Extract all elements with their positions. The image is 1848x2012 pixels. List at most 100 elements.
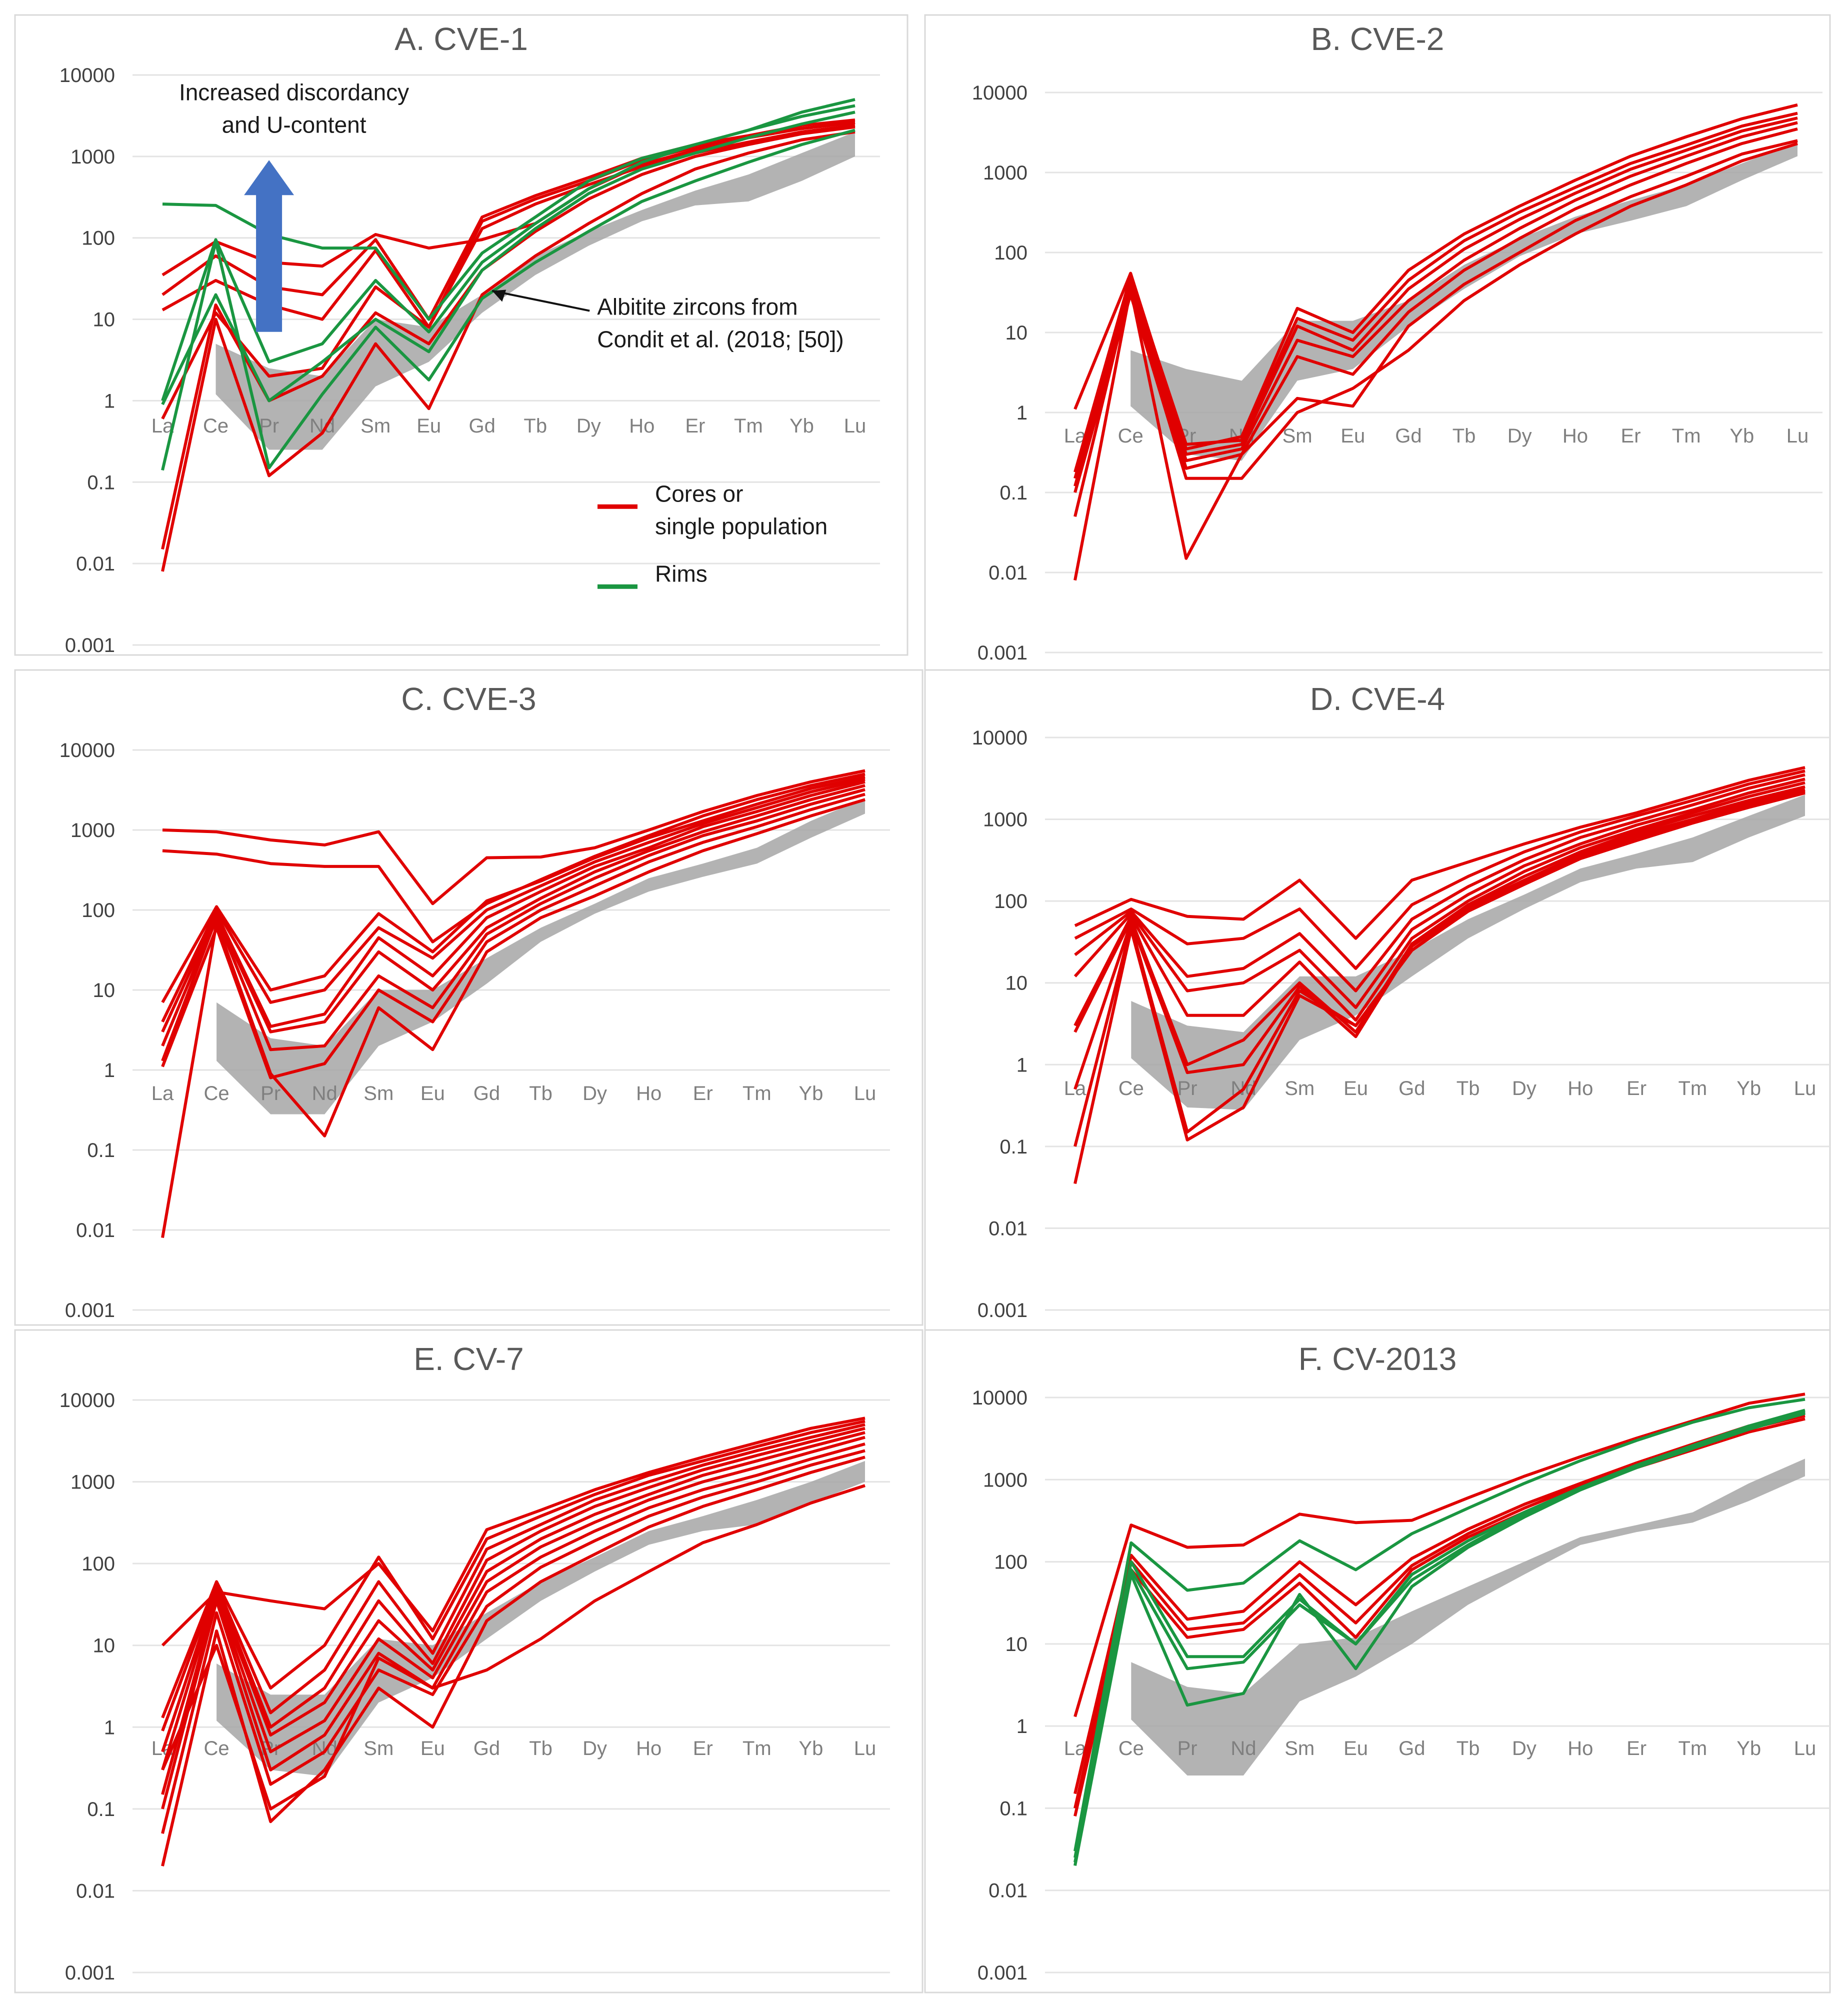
series-line-core: [162, 769, 866, 906]
x-tick-label: Gd: [474, 1082, 500, 1104]
series-line-core: [161, 1431, 866, 1770]
y-tick-label: 1: [104, 390, 115, 412]
annotation-text: Increased discordancy: [179, 79, 409, 105]
up-arrow: [244, 160, 294, 332]
y-tick-label: 0.01: [76, 1220, 115, 1242]
series-line-core: [1074, 773, 1806, 992]
y-tick-label: 10000: [972, 1387, 1028, 1409]
x-tick-label: Tb: [524, 415, 547, 437]
x-tick-label: Gd: [474, 1738, 500, 1760]
x-tick-label: Pr: [1178, 1078, 1198, 1100]
panel-frame: [14, 1329, 924, 1994]
series-line-core: [1074, 781, 1806, 1026]
y-tick-label: 0.1: [87, 472, 115, 494]
x-tick-label: Dy: [576, 415, 601, 437]
x-tick-label: Er: [1626, 1078, 1646, 1100]
x-tick-label: Er: [1621, 425, 1641, 447]
x-tick-label: Dy: [582, 1738, 607, 1760]
chart-title: A. CVE-1: [394, 21, 528, 57]
x-tick-label: Dy: [582, 1082, 607, 1104]
series-line-core: [161, 124, 856, 420]
legend-label: single population: [655, 513, 828, 539]
y-tick-label: 0.1: [1000, 1798, 1028, 1820]
x-tick-label: Lu: [1786, 425, 1809, 447]
series-line-core: [161, 1416, 866, 1646]
y-tick-label: 100: [82, 900, 115, 922]
x-tick-label: Tm: [1672, 425, 1701, 447]
series-line-rim: [161, 128, 856, 471]
x-tick-label: Eu: [1344, 1738, 1368, 1760]
y-tick-label: 0.01: [988, 562, 1028, 584]
x-tick-label: Nd: [312, 1082, 338, 1104]
series-line-core: [161, 1449, 866, 1834]
series-line-core: [1074, 112, 1798, 473]
y-tick-label: 100: [994, 890, 1028, 912]
y-tick-label: 0.1: [87, 1140, 115, 1162]
series-line-core: [161, 1420, 866, 1718]
series-line-core: [1074, 142, 1798, 493]
x-tick-label: Gd: [1398, 1078, 1425, 1100]
series-line-core: [161, 1436, 866, 1795]
y-tick-label: 0.1: [87, 1798, 115, 1820]
legend-label: Rims: [655, 560, 708, 586]
series-line-core: [1074, 788, 1806, 1090]
x-tick-label: Sm: [364, 1082, 394, 1104]
x-tick-label: Nd: [1230, 1738, 1256, 1760]
x-tick-label: Pr: [260, 1082, 280, 1104]
y-tick-label: 10000: [60, 740, 115, 762]
series-line-core: [161, 798, 866, 1238]
x-tick-label: Tm: [1678, 1738, 1708, 1760]
y-tick-label: 10: [1006, 1634, 1028, 1656]
chart-panel-c: C. CVE-3 10000 1000 100 10 1 0.1 0.01 0.001 La Ce P…: [14, 669, 924, 1326]
x-tick-label: Tm: [742, 1082, 772, 1104]
x-tick-label: Yb: [790, 415, 814, 437]
x-tick-label: Eu: [420, 1738, 445, 1760]
y-tick-label: 0.001: [65, 1962, 115, 1984]
series-line-core: [1074, 769, 1806, 970]
x-tick-label: Tb: [529, 1738, 552, 1760]
y-tick-label: 100: [994, 242, 1028, 264]
x-tick-label: Ho: [1568, 1078, 1593, 1100]
panel-frame: [924, 1329, 1831, 1994]
y-tick-label: 10000: [60, 1390, 115, 1412]
y-tick-label: 100: [82, 1553, 115, 1575]
series-line-core: [1074, 785, 1806, 1066]
x-tick-label: Sm: [364, 1738, 394, 1760]
x-tick-label: Tm: [1678, 1078, 1708, 1100]
panel-frame: [14, 14, 908, 656]
series-line-rim: [161, 110, 856, 406]
series-line-core: [1074, 139, 1798, 581]
x-tick-label: Yb: [1736, 1738, 1761, 1760]
y-tick-label: 1: [1016, 1716, 1028, 1738]
y-tick-label: 1: [1016, 402, 1028, 424]
y-tick-label: 10: [1006, 322, 1028, 344]
y-tick-label: 0.1: [1000, 1136, 1028, 1158]
x-tick-label: Eu: [420, 1082, 445, 1104]
y-tick-label: 100: [82, 228, 115, 250]
series-line-core: [161, 1456, 866, 1866]
series-line-core: [161, 780, 866, 1032]
x-tick-label: Ho: [636, 1082, 662, 1104]
y-tick-label: 0.1: [1000, 482, 1028, 504]
x-tick-label: Lu: [854, 1082, 876, 1104]
x-tick-label: Er: [1626, 1738, 1646, 1760]
x-tick-label: La: [152, 1082, 174, 1104]
reference-band: [216, 798, 866, 1114]
x-tick-label: Sm: [1284, 1738, 1314, 1760]
y-tick-label: 0.01: [76, 553, 115, 575]
y-tick-label: 10: [93, 309, 116, 331]
y-tick-label: 1: [104, 1060, 115, 1082]
x-tick-label: Tb: [1452, 425, 1476, 447]
x-tick-label: Gd: [1395, 425, 1422, 447]
x-tick-label: Eu: [1340, 425, 1365, 447]
series-line-core: [1074, 127, 1798, 517]
annotation-text: Albitite zircons from: [597, 294, 798, 320]
x-tick-label: Tb: [1456, 1738, 1480, 1760]
x-tick-label: Tm: [742, 1738, 772, 1760]
legend-label: Cores or: [655, 480, 743, 506]
y-tick-label: 0.001: [978, 1300, 1028, 1322]
